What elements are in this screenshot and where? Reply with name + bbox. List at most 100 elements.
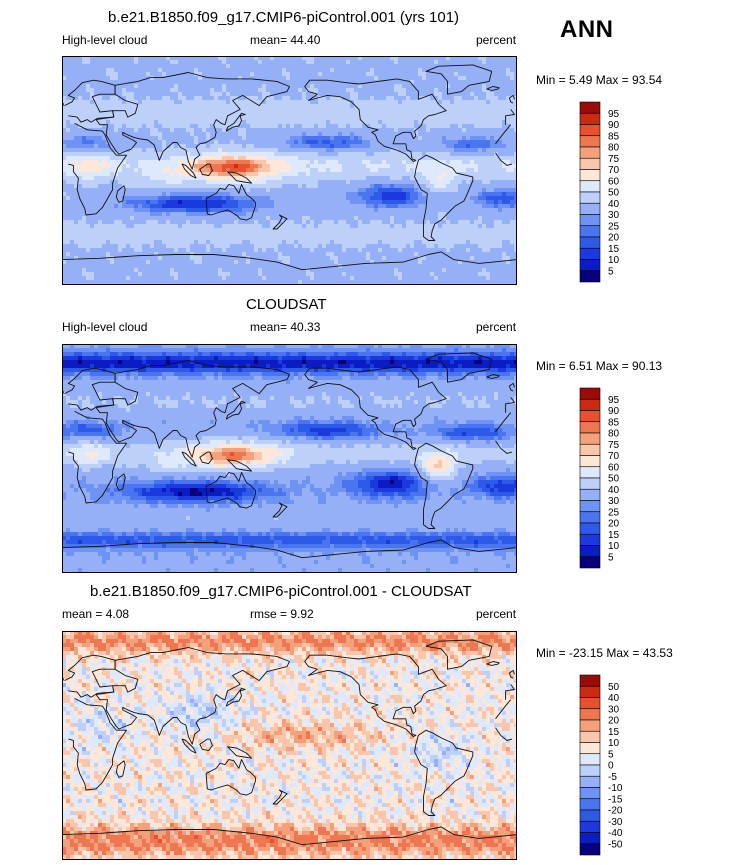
field-cell [206,180,211,185]
field-cell [130,168,135,173]
field-cell [182,72,187,77]
field-cell [290,60,295,65]
field-cell [290,136,295,141]
field-cell [230,108,235,113]
field-cell [454,184,459,189]
field-cell [474,180,479,185]
field-cell [162,60,167,65]
field-cell [74,108,79,113]
field-cell [370,104,375,109]
field-cell [242,228,247,233]
field-cell [270,112,275,117]
field-cell [218,168,223,173]
field-cell [414,84,419,89]
field-cell [386,204,391,209]
field-cell [370,128,375,133]
field-cell [62,156,67,161]
field-cell [438,96,443,101]
field-cell [218,88,223,93]
field-cell [414,224,419,229]
field-cell [458,100,463,105]
field-cell [142,148,147,153]
field-cell [310,212,315,217]
field-cell [410,224,415,229]
field-cell [446,188,451,193]
field-cell [326,88,331,93]
field-cell [470,68,475,73]
field-cell [190,176,195,181]
field-cell [306,112,311,117]
field-cell [398,72,403,77]
field-cell [258,148,263,153]
field-cell [70,184,75,189]
field-cell [158,84,163,89]
field-cell [186,216,191,221]
field-cell [98,56,103,61]
field-cell [510,88,515,93]
field-cell [66,96,71,101]
field-cell [478,92,483,97]
field-cell [498,216,503,221]
field-cell [338,180,343,185]
field-cell [446,88,451,93]
field-cell [202,84,207,89]
field-cell [130,220,135,225]
field-cell [250,72,255,77]
field-cell [250,220,255,225]
field-cell [502,148,507,153]
field-cell [206,228,211,233]
field-cell [174,200,179,205]
field-cell [302,120,307,125]
field-cell [126,92,131,97]
field-cell [154,200,159,205]
field-cell [230,168,235,173]
field-cell [130,84,135,89]
field-cell [130,212,135,217]
field-cell [114,144,119,149]
field-cell [90,140,95,145]
field-cell [90,196,95,201]
field-cell [466,184,471,189]
field-cell [162,108,167,113]
field-cell [202,212,207,217]
field-cell [450,208,455,213]
field-cell [418,148,423,153]
field-cell [178,196,183,201]
field-cell [198,156,203,161]
field-cell [298,80,303,85]
field-cell [350,216,355,221]
field-cell [242,212,247,217]
panel-1-minmax: Min = 5.49 Max = 93.54 [536,73,662,87]
field-cell [394,156,399,161]
field-cell [170,136,175,141]
field-cell [326,164,331,169]
field-cell [166,188,171,193]
field-cell [94,92,99,97]
field-cell [446,156,451,161]
field-cell [226,176,231,181]
field-cell [450,196,455,201]
field-cell [274,72,279,77]
field-cell [194,132,199,137]
field-cell [482,128,487,133]
field-cell [486,152,491,157]
field-cell [246,60,251,65]
field-cell [70,200,75,205]
field-cell [174,120,179,125]
field-cell [114,216,119,221]
field-cell [318,124,323,129]
field-cell [398,100,403,105]
field-cell [202,100,207,105]
field-cell [318,80,323,85]
field-cell [166,120,171,125]
field-cell [286,224,291,229]
field-cell [422,188,427,193]
field-cell [330,68,335,73]
field-cell [230,124,235,129]
field-cell [166,124,171,129]
field-cell [74,196,79,201]
field-cell [482,184,487,189]
field-cell [386,164,391,169]
field-cell [154,100,159,105]
field-cell [186,76,191,81]
